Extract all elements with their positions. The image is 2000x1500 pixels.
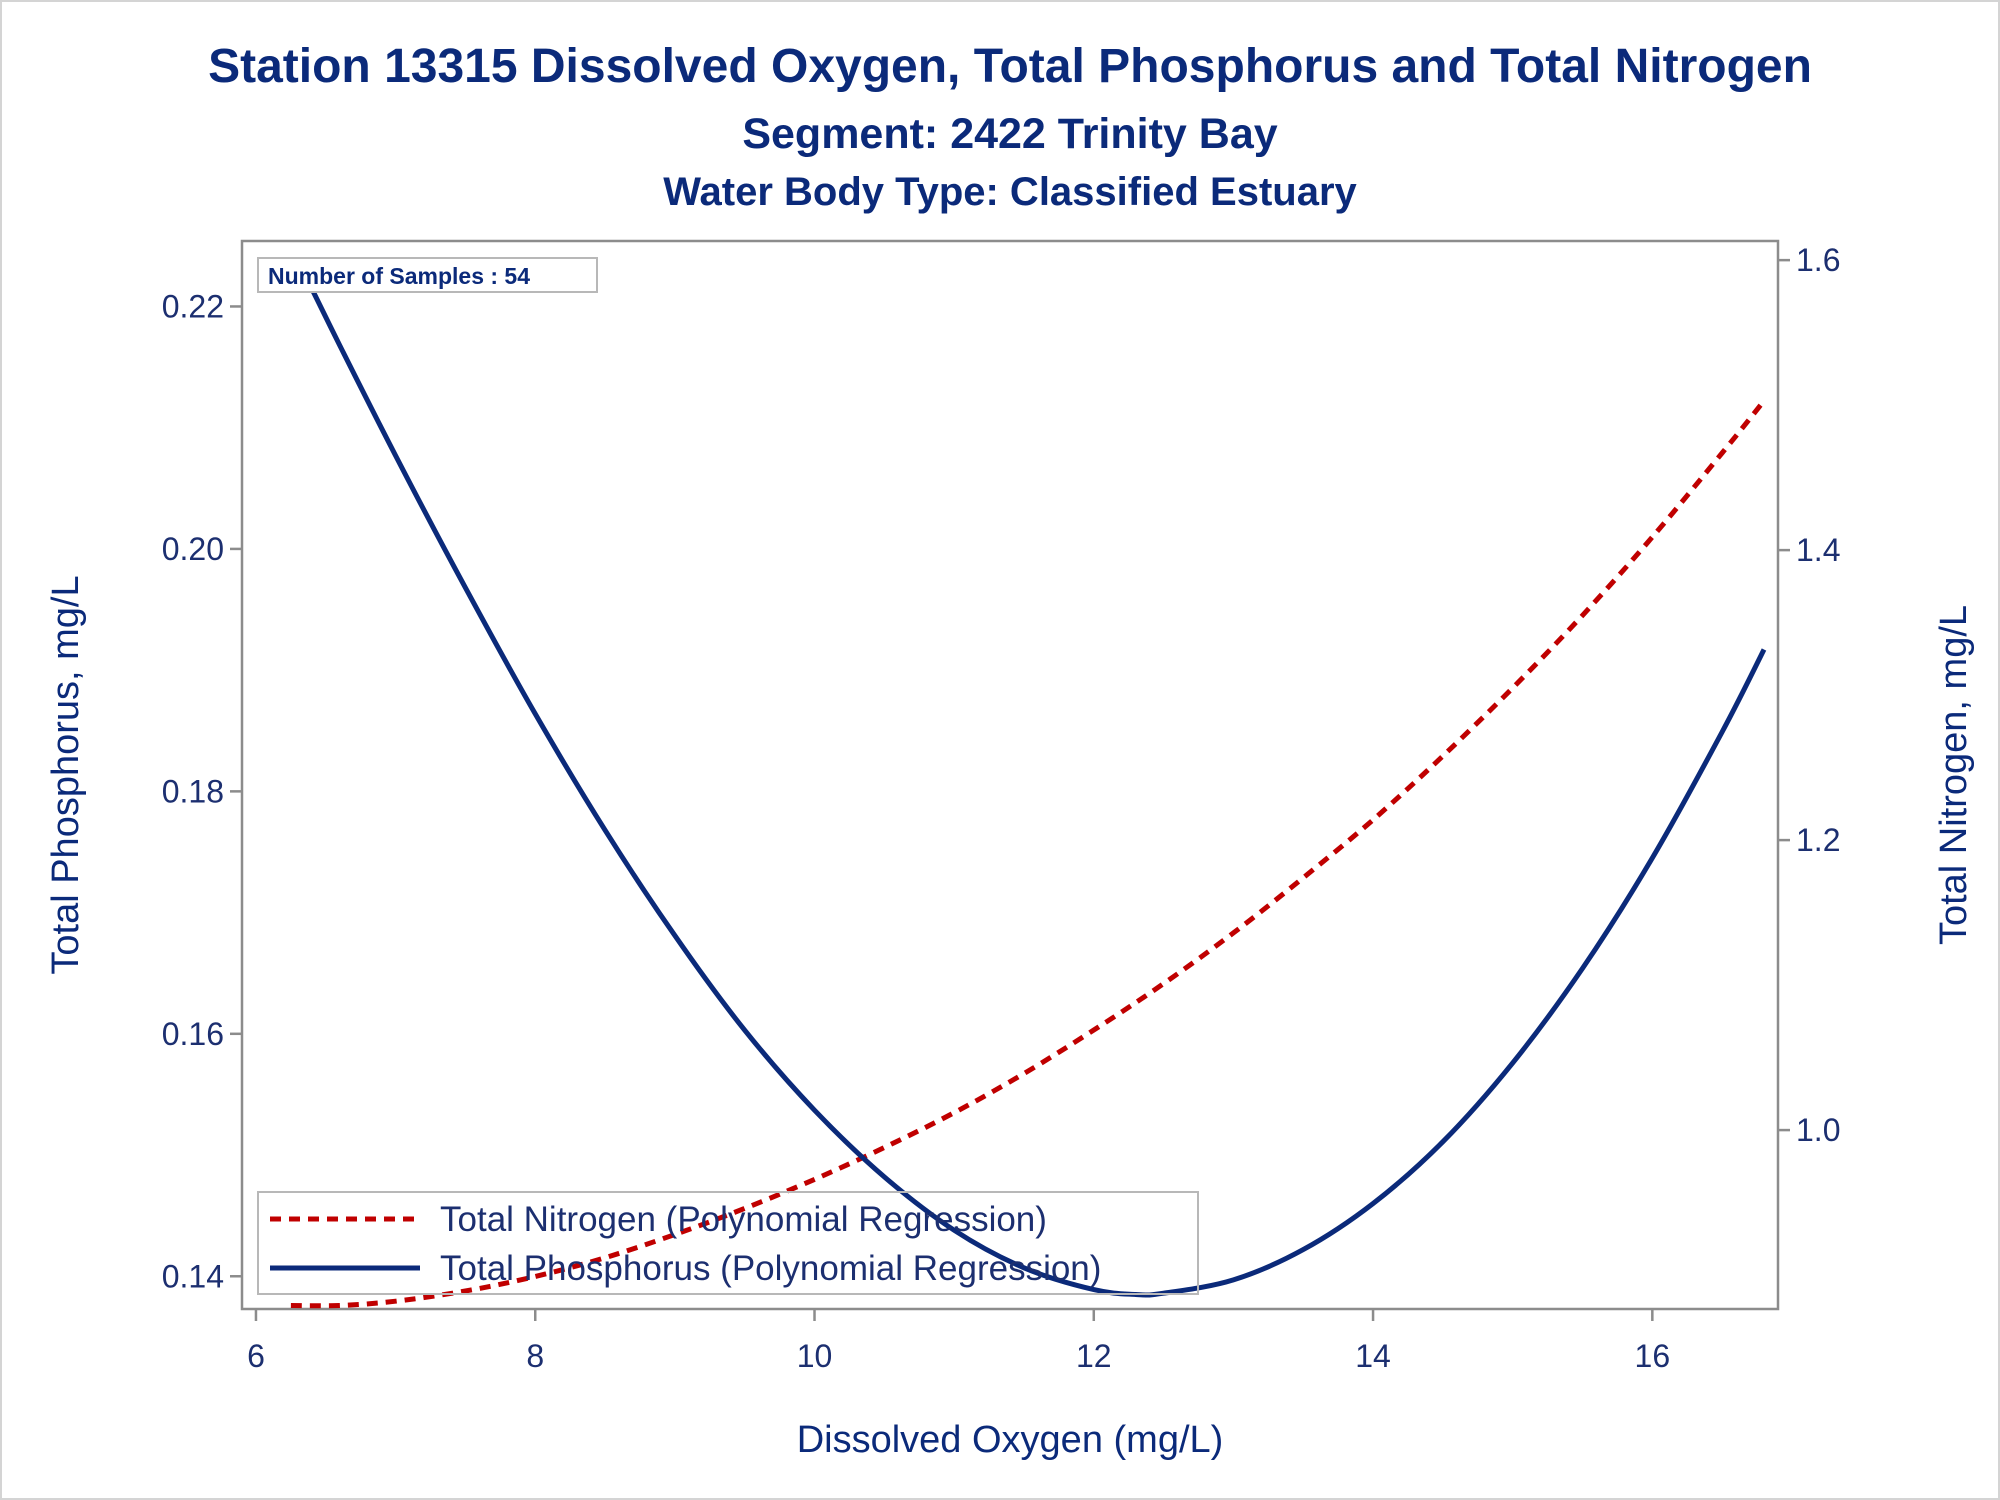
x-tick-label: 12 xyxy=(1076,1338,1112,1374)
x-axis-label: Dissolved Oxygen (mg/L) xyxy=(797,1419,1224,1461)
chart-subtitle-2: Water Body Type: Classified Estuary xyxy=(663,170,1357,214)
samples-annotation: Number of Samples : 54 xyxy=(268,263,530,289)
x-tick-label: 16 xyxy=(1635,1338,1671,1374)
y-axis-label: Total Phosphorus, mg/L xyxy=(45,575,87,974)
y-axis-left: 0.14 0.16 0.18 0.20 0.22 xyxy=(162,288,242,1294)
chart-title: Station 13315 Dissolved Oxygen, Total Ph… xyxy=(208,40,1812,93)
series-layer xyxy=(290,259,1767,1309)
chart-subtitle: Segment: 2422 Trinity Bay xyxy=(742,110,1277,158)
x-tick-label: 14 xyxy=(1355,1338,1391,1374)
x-tick-label: 10 xyxy=(797,1338,833,1374)
samples-inset: Number of Samples : 54 xyxy=(257,257,598,293)
legend-label-nitrogen: Total Nitrogen (Polynomial Regression) xyxy=(440,1200,1047,1239)
y-tick-label: 0.14 xyxy=(162,1258,224,1294)
y-tick-label: 0.16 xyxy=(162,1016,224,1052)
y2-tick-label: 1.4 xyxy=(1796,532,1840,568)
y-axis-right: 1.0 1.2 1.4 1.6 xyxy=(1778,242,1840,1148)
x-tick-label: 6 xyxy=(247,1338,265,1374)
plot-area xyxy=(240,239,1780,1311)
legend-box xyxy=(257,1191,1199,1295)
y2-tick-label: 1.0 xyxy=(1796,1112,1840,1148)
y2-axis-label: Total Nitrogen, mg/L xyxy=(1933,605,1975,945)
series-line-total-phosphorus xyxy=(295,259,1767,1298)
x-tick-label: 8 xyxy=(526,1338,544,1374)
y2-tick-label: 1.6 xyxy=(1796,242,1840,278)
legend-label-phosphorus: Total Phosphorus (Polynomial Regression) xyxy=(440,1249,1101,1288)
y-tick-label: 0.18 xyxy=(162,773,224,809)
y2-tick-label: 1.2 xyxy=(1796,822,1840,858)
y-tick-label: 0.20 xyxy=(162,531,224,567)
series-line-total-nitrogen xyxy=(290,399,1766,1309)
legend: Total Nitrogen (Polynomial Regression) T… xyxy=(257,1191,1199,1295)
y-tick-label: 0.22 xyxy=(162,288,224,324)
x-axis: 6 8 10 12 14 16 xyxy=(247,1309,1670,1374)
samples-box xyxy=(257,257,598,293)
